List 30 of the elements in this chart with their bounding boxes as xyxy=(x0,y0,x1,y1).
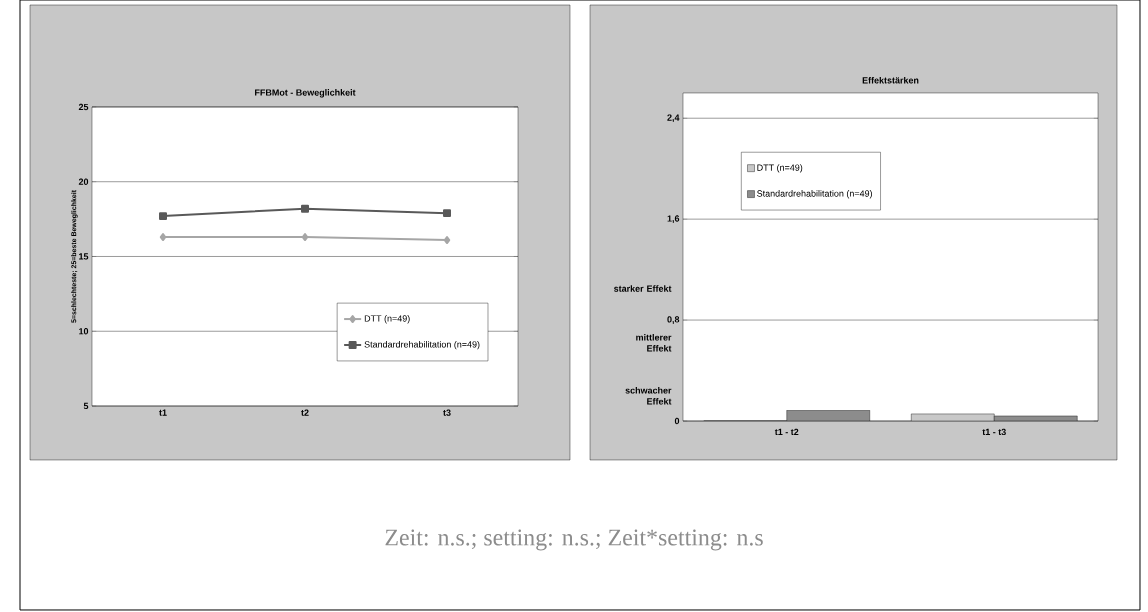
x-tick-label: t1 - t3 xyxy=(982,428,1006,436)
y-tick-label: 1,6 xyxy=(667,215,680,223)
text: Zeit: n.s.; setting: n.s.; Zeit*setting: n.s xyxy=(385,529,763,551)
text: mittlerer Effekt xyxy=(636,334,672,352)
y-tick-label: 15 xyxy=(79,253,89,260)
x-tick-label: t1 xyxy=(159,409,167,416)
point xyxy=(159,233,167,242)
chart-title: FFBMot - Beweglichkeit xyxy=(255,89,356,98)
point xyxy=(443,236,451,245)
y-tick-label: 2,4 xyxy=(667,114,680,123)
text: starker Effekt xyxy=(613,285,672,292)
y-tick-label: 5 xyxy=(83,402,89,410)
point xyxy=(159,212,167,221)
point xyxy=(301,204,309,213)
text: schwacher Effekt xyxy=(625,387,672,405)
y-tick-label: 20 xyxy=(78,178,89,185)
point xyxy=(443,209,451,218)
legend-label: DTT (n=49) xyxy=(757,164,803,173)
x-tick-label: t3 xyxy=(443,409,451,416)
x-tick-label: t1 - t2 xyxy=(774,428,799,436)
legend-label: DTT (n=49) xyxy=(364,315,410,324)
y-tick-label: 25 xyxy=(78,103,89,111)
y-tick-label: 10 xyxy=(79,328,89,335)
chart-title: Effektstärken xyxy=(862,76,919,84)
legend-label: Standardrehabilitation (n=49) xyxy=(364,340,480,350)
y-tick-label: 0 xyxy=(674,417,680,425)
legend-label: Standardrehabilitation (n=49) xyxy=(757,190,872,199)
point xyxy=(301,233,309,242)
x-tick-label: t2 xyxy=(301,409,309,416)
y-tick-label: 0,8 xyxy=(667,316,680,324)
